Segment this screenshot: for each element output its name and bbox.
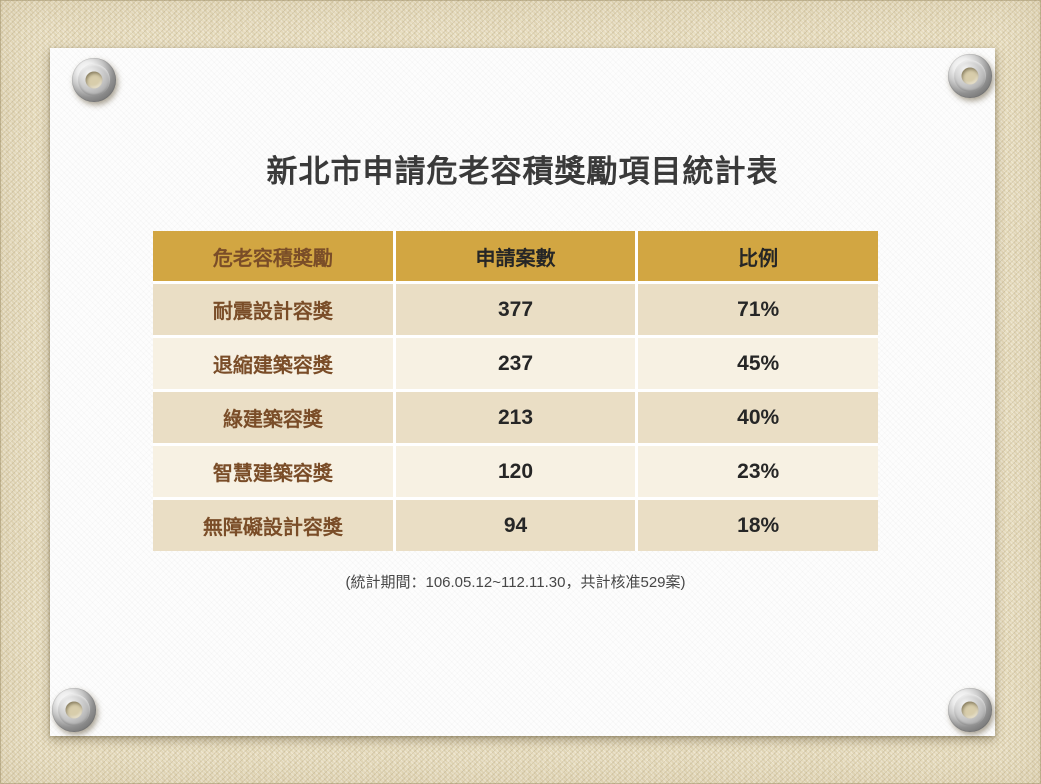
footnote: (統計期間：106.05.12~112.11.30，共計核准529案) <box>345 574 686 591</box>
cell-ratio: 23% <box>638 446 878 497</box>
cell-incentive-label: 智慧建築容獎 <box>153 446 393 497</box>
metal-grommet-icon-top-left <box>72 58 116 102</box>
cell-application-count: 213 <box>395 392 636 443</box>
cell-incentive-label: 無障礙設計容獎 <box>153 500 393 551</box>
metal-grommet-icon-bottom-right <box>948 688 992 732</box>
cell-application-count: 237 <box>395 338 636 389</box>
cell-incentive-label: 耐震設計容獎 <box>153 284 393 335</box>
table-header-incentive: 危老容積獎勵 <box>153 231 393 281</box>
cell-application-count: 120 <box>395 446 636 497</box>
slide-title: 新北市申請危老容積獎勵項目統計表 <box>266 154 779 189</box>
cell-application-count: 377 <box>395 284 636 335</box>
cell-ratio: 18% <box>638 500 878 551</box>
statistics-table: 危老容積獎勵 申請案數 比例 耐震設計容獎 377 71% 退縮建築容獎 237… <box>153 231 878 551</box>
cell-ratio: 40% <box>638 392 878 443</box>
table-header-applications: 申請案數 <box>395 231 636 281</box>
metal-grommet-icon-top-right <box>948 54 992 98</box>
cell-application-count: 94 <box>395 500 636 551</box>
cell-incentive-label: 退縮建築容獎 <box>153 338 393 389</box>
cell-incentive-label: 綠建築容獎 <box>153 392 393 443</box>
metal-grommet-icon-bottom-left <box>52 688 96 732</box>
table-header-ratio: 比例 <box>638 231 878 281</box>
cell-ratio: 45% <box>638 338 878 389</box>
slide-paper: 新北市申請危老容積獎勵項目統計表 危老容積獎勵 申請案數 比例 耐震設計容獎 3… <box>50 48 995 736</box>
cell-ratio: 71% <box>638 284 878 335</box>
